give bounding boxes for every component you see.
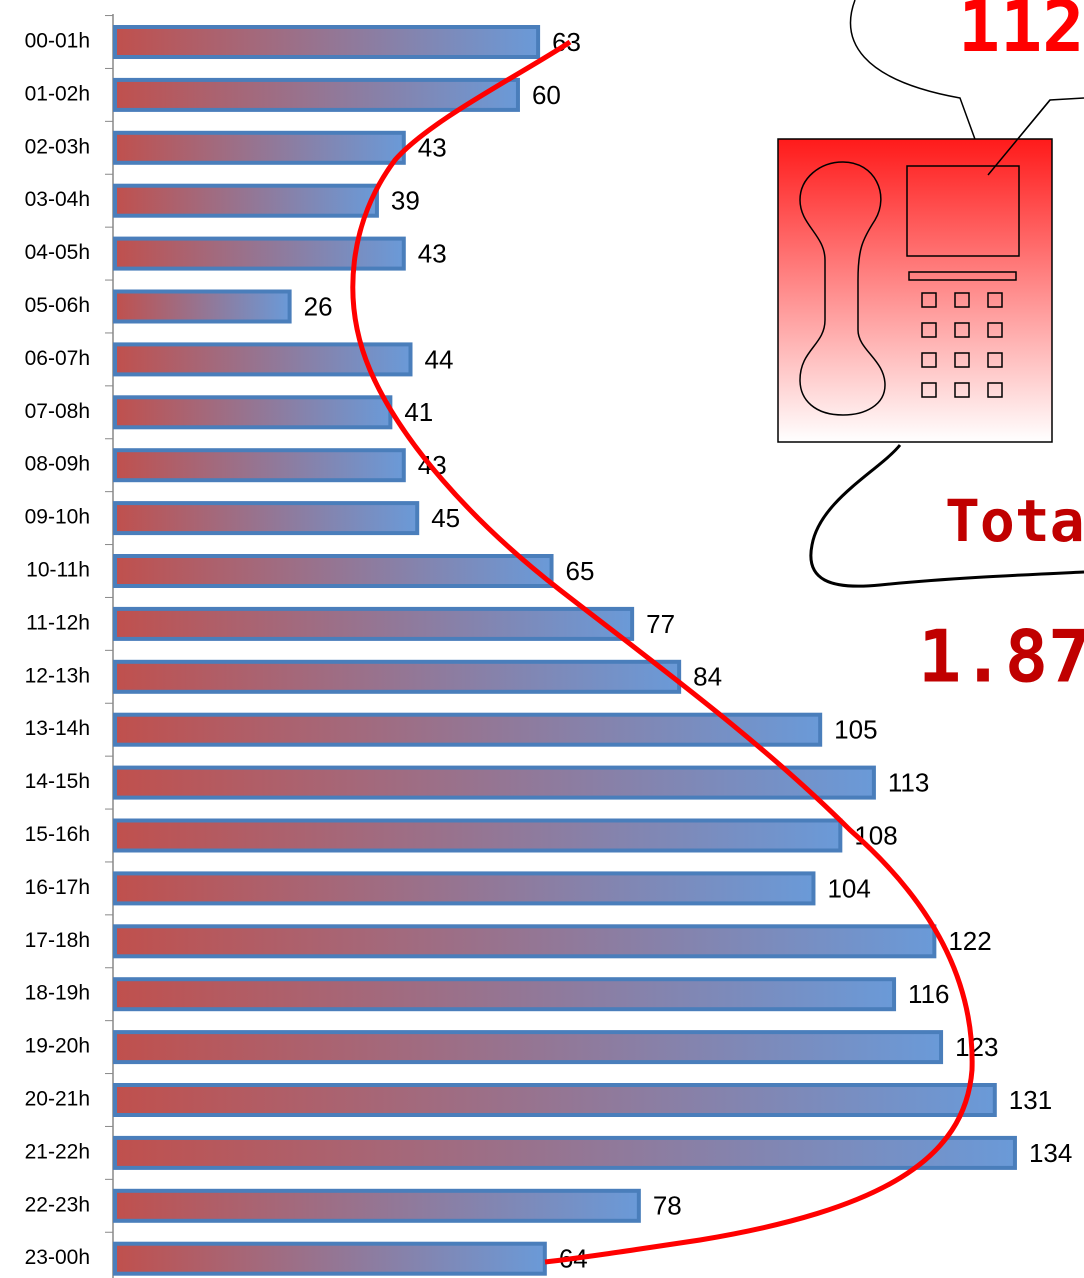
y-tick-label: 14-15h [25, 770, 90, 793]
y-tick-label: 15-16h [25, 823, 90, 846]
y-tick-label: 00-01h [25, 30, 90, 53]
y-tick-label: 16-17h [25, 876, 90, 899]
y-tick-label: 17-18h [25, 929, 90, 952]
bar [113, 77, 520, 112]
bar [113, 342, 413, 377]
phone-body [777, 138, 1053, 443]
y-tick-label: 08-09h [25, 453, 90, 476]
value-label: 108 [854, 820, 897, 850]
key [954, 292, 970, 308]
bar [113, 977, 897, 1012]
key [921, 292, 937, 308]
value-label: 65 [566, 556, 595, 586]
y-tick-label: 03-04h [25, 188, 90, 211]
key [987, 292, 1003, 308]
value-label: 45 [431, 503, 460, 533]
value-label: 39 [391, 186, 420, 216]
y-tick-label: 09-10h [25, 506, 90, 529]
y-tick-label: 12-13h [25, 664, 90, 687]
y-tick-label: 02-03h [25, 135, 90, 158]
key [921, 322, 937, 338]
value-label: 123 [955, 1032, 998, 1062]
bar [113, 659, 682, 694]
value-label: 41 [404, 397, 433, 427]
key [921, 352, 937, 368]
phone-cord [809, 444, 1084, 588]
annotation: Tota [945, 487, 1084, 555]
bar [113, 1083, 997, 1117]
bar [113, 1241, 547, 1276]
bar [113, 871, 816, 906]
y-tick-label: 11-12h [26, 611, 90, 634]
bar [113, 236, 406, 271]
y-tick-label: 19-20h [25, 1035, 90, 1058]
y-tick-label: 23-00h [25, 1246, 90, 1269]
y-tick-label: 04-05h [25, 241, 90, 264]
y-tick-label: 06-07h [25, 347, 90, 370]
bar [113, 448, 406, 483]
key [954, 352, 970, 368]
y-tick-label: 01-02h [25, 82, 90, 105]
key [921, 382, 937, 398]
value-label: 44 [425, 344, 454, 374]
value-label: 84 [693, 662, 722, 692]
bar [113, 130, 406, 165]
value-label: 131 [1009, 1085, 1052, 1115]
value-label: 122 [948, 926, 991, 956]
bar [113, 1030, 944, 1065]
key [987, 382, 1003, 398]
value-label: 116 [908, 979, 949, 1009]
annotation: 112 [958, 0, 1084, 68]
value-label: 134 [1029, 1138, 1072, 1168]
key [954, 322, 970, 338]
key [987, 322, 1003, 338]
y-tick-label: 21-22h [25, 1140, 90, 1163]
y-tick-label: 13-14h [25, 717, 90, 740]
bar [113, 1188, 641, 1223]
bar [113, 554, 554, 588]
value-label: 77 [646, 609, 675, 639]
value-label: 104 [827, 873, 870, 903]
y-tick-label: 05-06h [25, 294, 90, 317]
value-label: 60 [532, 80, 561, 110]
bar [113, 25, 541, 59]
bar [113, 501, 420, 536]
phone-illustration [777, 0, 1084, 588]
key [954, 382, 970, 398]
bar [113, 289, 292, 324]
bar [113, 924, 937, 959]
keypad [921, 292, 1003, 398]
value-label: 113 [888, 767, 929, 797]
bar [113, 183, 379, 218]
trend-curve [350, 39, 975, 1265]
y-tick-label: 20-21h [25, 1088, 90, 1111]
speech-bubble [849, 0, 1084, 177]
y-tick-label: 18-19h [25, 982, 90, 1005]
y-tick-label: 22-23h [25, 1193, 90, 1216]
bar [113, 818, 843, 853]
y-tick-label: 10-11h [26, 559, 90, 582]
value-label: 78 [653, 1191, 682, 1221]
value-label: 105 [834, 715, 877, 745]
annotation: 1.87 [918, 615, 1084, 699]
bar [113, 765, 876, 800]
value-label: 43 [418, 238, 447, 268]
bar [113, 1135, 1017, 1170]
key [987, 352, 1003, 368]
bar [113, 606, 635, 641]
value-label: 26 [304, 291, 333, 321]
bar [113, 395, 393, 430]
y-tick-label: 07-08h [25, 400, 90, 423]
phone-screen [906, 165, 1020, 257]
bar [113, 712, 823, 747]
handset [799, 161, 886, 416]
